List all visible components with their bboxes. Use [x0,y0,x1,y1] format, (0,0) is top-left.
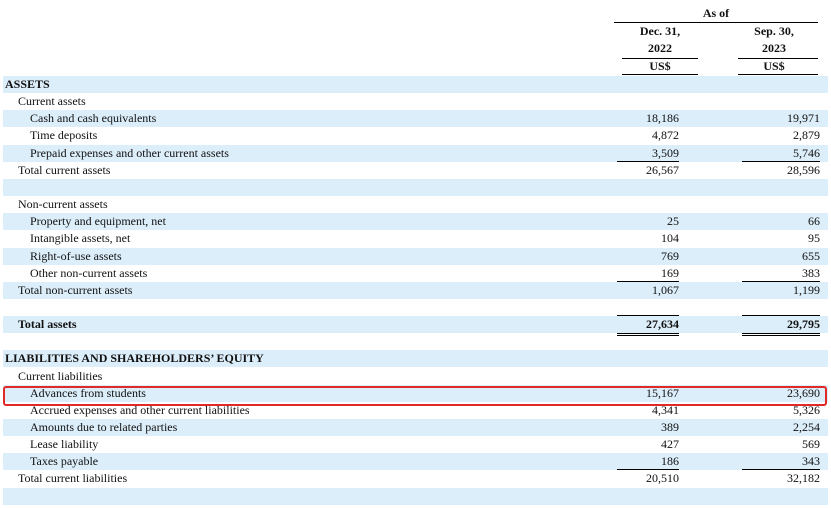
col2-header-underline [738,58,818,59]
row-label: Total current liabilities [18,471,128,486]
value-sep-2023: 32,182 [742,469,820,487]
value-sep-2023: 5,746 [793,145,820,160]
col1-header-underline [622,58,698,59]
table-row: Right-of-use assets 769 655 [3,247,828,265]
row-label: Total current assets [18,162,111,177]
highlight-box [3,386,827,406]
row-label: Cash and cash equivalents [30,111,157,126]
value-dec-2022: 20,510 [617,469,679,487]
col2-header-line2: 2023 [762,41,786,55]
value-dec-2022: 3,509 [652,145,679,160]
table-row: ASSETS [3,76,828,93]
row-label: Property and equipment, net [30,214,166,229]
value-sep-2023: 2,879 [793,128,820,143]
value-sep-2023: 655 [802,248,820,263]
table-row: Accrued expenses and other current liabi… [3,402,828,419]
table-row: Current assets [3,93,828,110]
value-sep-2023: 28,596 [742,160,820,179]
row-label: Amounts due to related parties [30,420,178,434]
table-row: Current liabilities [3,368,828,385]
spacer-row [3,333,828,350]
row-label: Intangible assets, net [30,231,131,246]
col1-header-line1: Dec. 31, [639,24,681,38]
row-label: Advances from students [30,385,146,400]
row-label: Other non-current assets [30,265,148,280]
row-label: Time deposits [30,128,98,143]
value-sep-2023: 66 [808,214,820,229]
row-label: Right-of-use assets [30,248,122,263]
value-sep-2023: 29,795 [742,315,820,337]
value-sep-2023: 95 [808,231,820,246]
value-dec-2022: 104 [661,231,679,246]
value-dec-2022: 186 [661,454,679,469]
table-row: Advances from students 15,167 23,690 [3,384,828,402]
table-row: Total current assets 26,567 28,596 [3,160,828,179]
value-dec-2022: 1,067 [617,280,679,299]
spacer-row [3,178,828,196]
value-dec-2022: 769 [661,248,679,263]
value-sep-2023: 343 [802,454,820,469]
as-of-header: As of [702,6,730,20]
table-row: Total current liabilities 20,510 32,182 [3,469,828,487]
value-sep-2023: 5,326 [793,402,820,417]
table-row: Cash and cash equivalents 18,186 19,971 [3,110,828,128]
col1-header-line2: 2022 [648,41,672,55]
table-row: Intangible assets, net 104 95 [3,230,828,247]
table-row: Other non-current assets 169 383 [3,265,828,282]
table-row: Taxes payable 186 343 [3,453,828,471]
row-label: Total assets [18,317,77,332]
value-sep-2023: 569 [802,437,820,452]
table-row: Total non-current assets 1,067 1,199 [3,280,828,299]
spacer-row [3,487,828,505]
row-label: Taxes payable [30,454,99,469]
value-sep-2023: 383 [802,265,820,280]
value-sep-2023: 23,690 [787,385,820,400]
table-row: Time deposits 4,872 2,879 [3,127,828,144]
row-label: Current liabilities [18,368,103,383]
value-dec-2022: 4,872 [652,128,679,143]
value-dec-2022: 27,634 [617,315,679,337]
value-dec-2022: 15,167 [646,385,679,400]
as-of-underline [614,22,818,23]
table-row: LIABILITIES AND SHAREHOLDERS’ EQUITY [3,350,828,368]
value-dec-2022: 427 [661,437,679,452]
value-dec-2022: 25 [667,214,679,229]
value-dec-2022: 4,341 [652,402,679,417]
table-row: Non-current assets [3,196,828,213]
spacer-row [3,299,828,316]
table-row: Prepaid expenses and other current asset… [3,144,828,162]
row-label: ASSETS [5,77,50,91]
value-dec-2022: 389 [661,420,679,434]
row-label: Lease liability [30,437,99,452]
col2-header-line1: Sep. 30, [754,24,794,38]
value-dec-2022: 169 [661,265,679,280]
table-row: Property and equipment, net 25 66 [3,213,828,231]
row-label: LIABILITIES AND SHAREHOLDERS’ EQUITY [5,351,264,366]
row-label: Total non-current assets [18,282,133,297]
col2-currency-underline [738,74,818,75]
row-label: Non-current assets [18,197,108,211]
value-dec-2022: 26,567 [617,160,679,179]
col2-currency: US$ [763,59,785,73]
value-sep-2023: 19,971 [787,111,820,126]
table-row: Lease liability 427 569 [3,436,828,453]
value-sep-2023: 2,254 [793,420,820,434]
col1-currency-underline [622,74,698,75]
col1-currency: US$ [649,59,671,73]
row-label: Prepaid expenses and other current asset… [30,145,229,160]
value-sep-2023: 1,199 [742,280,820,299]
table-row: Total assets 27,634 29,795 [3,315,828,337]
row-label: Current assets [18,94,86,109]
table-row: Amounts due to related parties 389 2,254 [3,419,828,436]
value-dec-2022: 18,186 [646,111,679,126]
row-label: Accrued expenses and other current liabi… [30,402,250,417]
